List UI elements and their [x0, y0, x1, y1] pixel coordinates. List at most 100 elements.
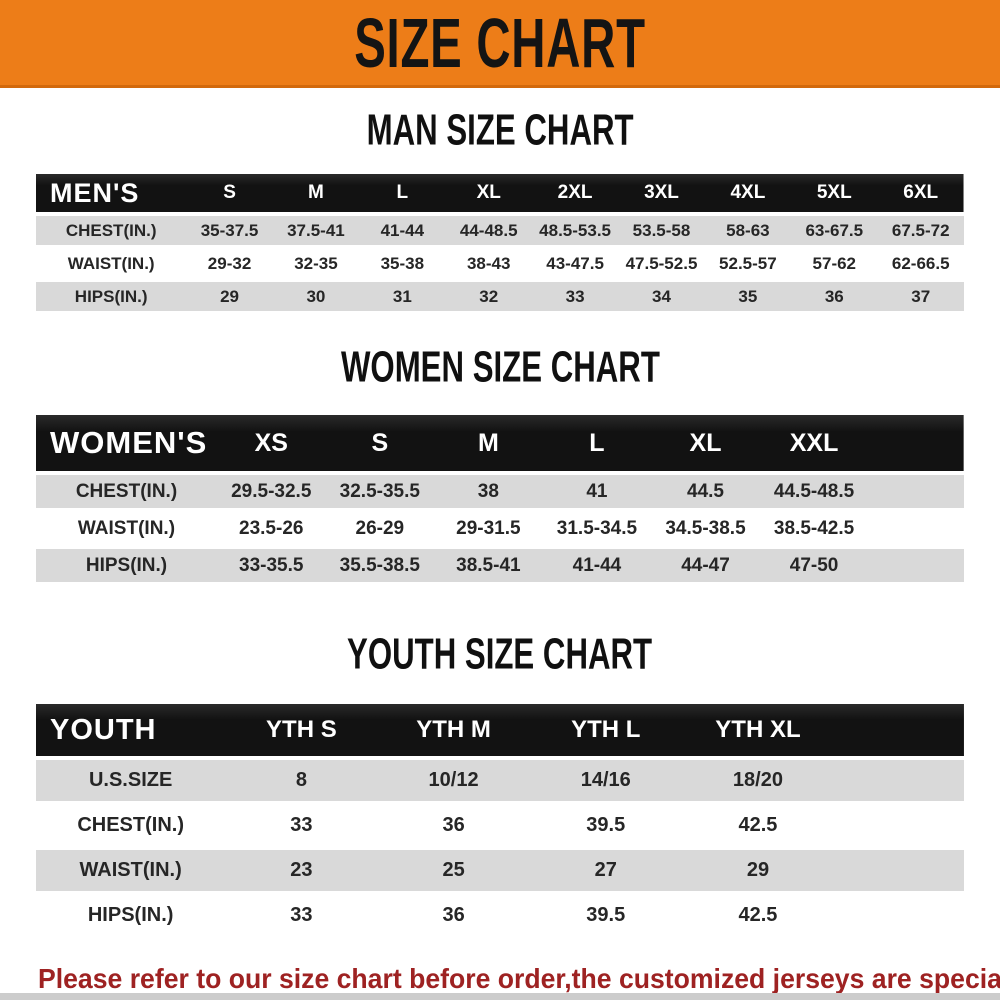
men-row-label: CHEST(IN.): [65, 220, 157, 240]
youth-table-body: U.S.SIZE 8 10/12 14/16 18/20 CHEST(IN.) 33 36 39…: [36, 760, 964, 936]
youth-size-cell: 18/20: [732, 769, 783, 791]
youth-size-cell: 8: [295, 769, 307, 791]
youth-table-row-hips-in.-: HIPS(IN.) 33 36 39.5 42.5: [36, 895, 964, 936]
youth-section-heading-text: YOUTH SIZE CHART: [347, 629, 653, 679]
women-size-cell: 38: [477, 480, 499, 502]
men-column-header-l: L: [396, 182, 409, 203]
men-column-header-m: M: [308, 182, 324, 203]
youth-size-cell: 10/12: [428, 769, 479, 791]
women-size-cell: 44-47: [681, 554, 730, 576]
youth-size-cell: 23: [290, 859, 313, 881]
page-title: SIZE CHART: [303, 3, 697, 82]
men-size-cell: 31: [392, 286, 412, 306]
youth-table-row-chest-in.-: CHEST(IN.) 33 36 39.5 42.5: [36, 805, 964, 846]
women-section-heading: WOMEN SIZE CHART: [0, 342, 1000, 392]
women-size-cell: 31.5-34.5: [556, 517, 638, 539]
youth-size-section: YOUTH SIZE CHART YOUTH YTH S YTH M YTH L YTH …: [0, 629, 1000, 940]
youth-row-label: CHEST(IN.): [77, 814, 184, 836]
women-size-cell: 44.5-48.5: [773, 480, 855, 502]
youth-size-cell: 36: [442, 904, 465, 926]
men-section-heading-text: MAN SIZE CHART: [366, 105, 634, 155]
women-size-cell: 35.5-38.5: [339, 554, 420, 576]
women-column-header-xs: XS: [254, 428, 288, 457]
youth-size-cell: 42.5: [738, 814, 778, 836]
youth-size-cell: 27: [594, 859, 617, 881]
size-chart-sections: MAN SIZE CHART MEN'S S M L XL 2XL 3XL 4XL 5XL 6XL C…: [0, 105, 1000, 940]
women-column-header-s: S: [371, 428, 389, 457]
youth-column-header-yth-s: YTH S: [266, 716, 337, 743]
men-size-cell: 47.5-52.5: [625, 253, 698, 273]
men-row-label: WAIST(IN.): [67, 253, 155, 273]
women-row-filler: [868, 549, 964, 582]
men-size-cell: 36: [824, 286, 844, 306]
men-size-cell: 37.5-41: [287, 220, 345, 240]
men-table-row-waist-in.-: WAIST(IN.) 29-32 32-35 35-38 38-43 43-47.5 47.…: [36, 249, 964, 278]
women-table-body: CHEST(IN.) 29.5-32.5 32.5-35.5 38 41 44.5 44.5…: [36, 475, 964, 582]
men-size-cell: 34: [652, 286, 671, 306]
men-size-cell: 63-67.5: [805, 220, 864, 240]
women-size-table: WOMEN'S XS S M L XL XXL CHEST(IN.) 29.5-32.5 32.5…: [36, 411, 964, 586]
women-size-cell: 33-35.5: [239, 554, 304, 576]
youth-row-label: WAIST(IN.): [79, 859, 182, 881]
men-column-header-2xl: 2XL: [557, 182, 593, 203]
bottom-edge-strip: [0, 993, 1000, 1000]
youth-size-cell: 25: [442, 859, 465, 881]
men-row-label: HIPS(IN.): [74, 286, 148, 306]
men-size-cell: 33: [565, 286, 585, 306]
women-size-cell: 23.5-26: [239, 517, 304, 539]
men-column-header-s: S: [223, 182, 236, 203]
women-column-header-xxl: XXL: [789, 428, 839, 457]
men-size-section: MAN SIZE CHART MEN'S S M L XL 2XL 3XL 4XL 5XL 6XL C…: [0, 105, 1000, 315]
women-section-heading-text: WOMEN SIZE CHART: [340, 342, 660, 392]
men-table-row-chest-in.-: CHEST(IN.) 35-37.5 37.5-41 41-44 44-48.5 48.5…: [36, 216, 964, 245]
men-size-cell: 38-43: [466, 253, 511, 273]
youth-size-cell: 42.5: [738, 904, 778, 926]
men-size-cell: 32-35: [294, 253, 338, 273]
women-row-filler: [868, 475, 964, 508]
men-size-cell: 35-38: [380, 253, 425, 273]
size-chart-banner: SIZE CHART: [0, 0, 1000, 88]
women-size-cell: 34.5-38.5: [665, 517, 746, 539]
youth-table-head: YOUTH YTH S YTH M YTH L YTH XL: [36, 704, 964, 756]
youth-column-header-yth-xl: YTH XL: [715, 716, 801, 743]
women-size-cell: 29-31.5: [456, 517, 521, 539]
men-column-header-4xl: 4XL: [730, 182, 766, 203]
men-size-cell: 62-66.5: [891, 253, 950, 273]
women-table-header-row: WOMEN'S XS S M L XL XXL: [36, 415, 964, 471]
women-column-header-m: M: [477, 428, 499, 457]
women-table-row-chest-in.-: CHEST(IN.) 29.5-32.5 32.5-35.5 38 41 44.5 44.5…: [36, 475, 964, 508]
women-size-cell: 44.5: [687, 480, 724, 502]
men-size-cell: 58-63: [726, 220, 770, 240]
youth-table-row-waist-in.-: WAIST(IN.) 23 25 27 29: [36, 850, 964, 891]
women-table-head: WOMEN'S XS S M L XL XXL: [36, 415, 964, 471]
women-size-cell: 41: [586, 480, 608, 502]
men-section-heading: MAN SIZE CHART: [0, 105, 1000, 155]
men-table-row-hips-in.-: HIPS(IN.) 29 30 31 32 33 34 35 36 37: [36, 282, 964, 311]
men-size-cell: 57-62: [812, 253, 857, 273]
women-size-cell: 38.5-42.5: [773, 517, 855, 539]
men-size-cell: 37: [911, 286, 931, 306]
women-table-header-label: WOMEN'S: [50, 425, 208, 460]
women-table-row-hips-in.-: HIPS(IN.) 33-35.5 35.5-38.5 38.5-41 41-44 44-…: [36, 549, 964, 582]
women-size-cell: 32.5-35.5: [339, 480, 420, 502]
youth-row-filler: [834, 805, 964, 846]
men-column-header-xl: XL: [476, 182, 501, 203]
youth-column-header-yth-l: YTH L: [571, 716, 641, 743]
page-title-text: SIZE CHART: [354, 3, 646, 82]
women-size-cell: 47-50: [789, 554, 839, 576]
youth-table-row-u.s.size: U.S.SIZE 8 10/12 14/16 18/20: [36, 760, 964, 801]
youth-size-table: YOUTH YTH S YTH M YTH L YTH XL U.S.SIZE 8 10/12…: [36, 700, 964, 940]
women-size-cell: 38.5-41: [456, 554, 521, 576]
disclaimer-line-1: Please refer to our size chart before or…: [38, 963, 1000, 994]
youth-section-heading: YOUTH SIZE CHART: [0, 629, 1000, 679]
men-table-body: CHEST(IN.) 35-37.5 37.5-41 41-44 44-48.5 48.5…: [36, 216, 964, 311]
youth-row-filler: [834, 760, 964, 801]
women-column-header-xl: XL: [689, 428, 722, 457]
youth-size-cell: 39.5: [586, 814, 626, 836]
youth-size-cell: 14/16: [580, 769, 631, 791]
men-size-table: MEN'S S M L XL 2XL 3XL 4XL 5XL 6XL CHEST(IN.) 35-37…: [36, 170, 964, 315]
youth-column-header-yth-m: YTH M: [416, 716, 491, 743]
men-column-header-3xl: 3XL: [644, 182, 679, 203]
youth-row-filler: [834, 895, 964, 936]
